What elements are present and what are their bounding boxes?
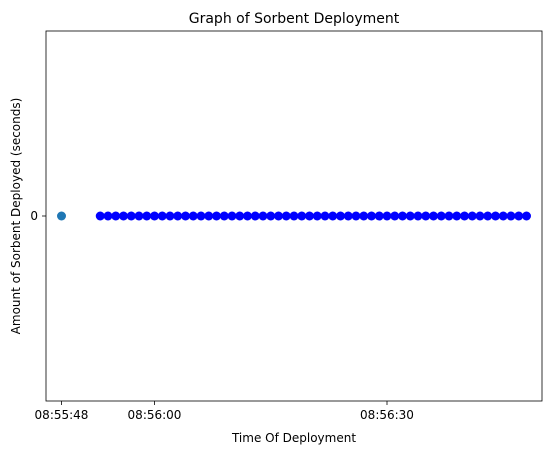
x-axis-label: Time Of Deployment <box>231 431 356 445</box>
points-layer <box>57 211 531 221</box>
data-point <box>188 211 198 221</box>
data-point <box>367 211 376 221</box>
data-point <box>390 211 400 221</box>
data-point <box>258 211 268 221</box>
x-tick-label: 08:55:48 <box>35 408 89 422</box>
data-point <box>522 211 531 221</box>
data-point <box>436 211 446 221</box>
data-point <box>320 211 330 221</box>
x-tick-label: 08:56:00 <box>128 408 182 422</box>
chart-title: Graph of Sorbent Deployment <box>189 11 400 27</box>
data-point <box>281 211 291 221</box>
data-point <box>452 211 462 221</box>
data-point <box>181 211 190 221</box>
data-point <box>119 211 128 221</box>
y-axis-label: Amount of Sorbent Deployed (seconds) <box>9 98 23 335</box>
data-point <box>467 211 477 221</box>
data-point <box>204 211 214 221</box>
data-point <box>382 211 392 221</box>
data-point <box>421 211 431 221</box>
data-point <box>498 211 508 221</box>
data-point <box>429 211 438 221</box>
data-point <box>227 211 237 221</box>
data-point <box>165 211 175 221</box>
plot-area <box>45 30 543 402</box>
y-tick-label: 0 <box>30 209 38 223</box>
data-point <box>444 211 454 221</box>
data-point <box>305 211 314 221</box>
data-point <box>219 211 229 221</box>
data-point <box>142 211 152 221</box>
data-point <box>196 211 206 221</box>
data-point <box>173 211 183 221</box>
data-point <box>250 211 260 221</box>
data-point <box>460 211 469 221</box>
data-point <box>126 211 136 221</box>
data-point <box>343 211 353 221</box>
data-point <box>157 211 167 221</box>
data-point <box>235 211 245 221</box>
data-point <box>328 211 338 221</box>
data-point <box>289 211 299 221</box>
data-point <box>134 211 144 221</box>
data-point <box>95 211 105 221</box>
data-point <box>413 211 423 221</box>
data-point <box>336 211 345 221</box>
data-point <box>398 211 407 221</box>
data-point <box>351 211 361 221</box>
data-point <box>111 211 121 221</box>
series-2 <box>95 211 531 221</box>
data-point <box>212 211 221 221</box>
data-point <box>274 211 283 221</box>
data-point <box>266 211 276 221</box>
data-point <box>475 211 485 221</box>
series-1 <box>57 211 66 221</box>
data-point <box>483 211 493 221</box>
x-tick-label: 08:56:30 <box>360 408 414 422</box>
y-axis: 0 <box>30 209 46 223</box>
data-point <box>514 211 524 221</box>
data-point <box>57 211 66 221</box>
data-point <box>359 211 369 221</box>
data-point <box>150 211 159 221</box>
data-point <box>243 211 252 221</box>
data-point <box>491 211 500 221</box>
data-point <box>374 211 384 221</box>
data-point <box>312 211 322 221</box>
data-point <box>297 211 307 221</box>
x-axis: 08:55:48 08:56:00 08:56:30 <box>35 401 414 422</box>
data-point <box>506 211 516 221</box>
data-point <box>103 211 113 221</box>
data-point <box>405 211 415 221</box>
